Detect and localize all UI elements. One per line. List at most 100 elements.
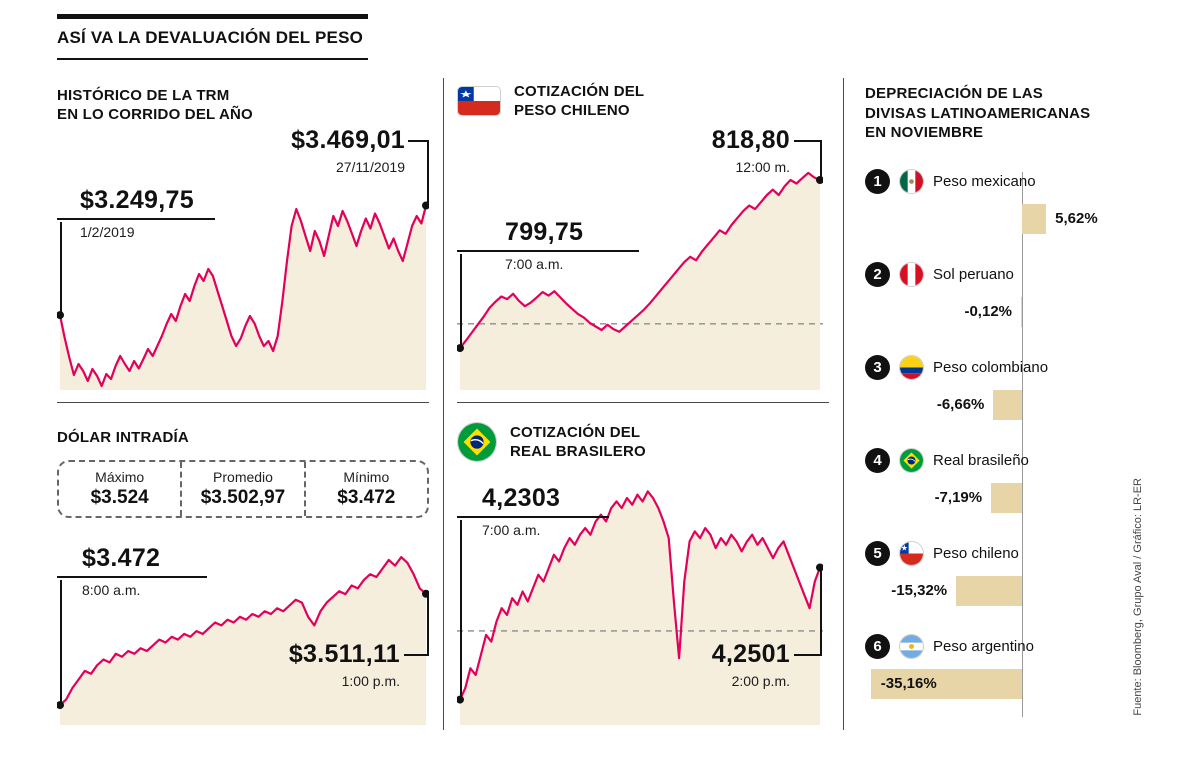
- depreciation-bar: [991, 483, 1022, 513]
- intradia-heading: DÓLAR INTRADÍA: [57, 429, 189, 446]
- brazil-flag-icon: [899, 447, 924, 473]
- depreciation-bar: [956, 576, 1022, 606]
- chileno-end-leader-v: [820, 140, 822, 180]
- real-end-leader-h: [794, 654, 822, 656]
- rank-badge: 5: [865, 540, 890, 566]
- real-heading-line1: COTIZACIÓN DEL: [510, 423, 641, 441]
- real-start-annotation: 4,2303 7:00 a.m.: [457, 484, 609, 538]
- trm-start-date: 1/2/2019: [80, 224, 135, 240]
- real-end-annotation: 4,2501 2:00 p.m.: [650, 640, 790, 689]
- depreciation-row: 5 Peso chileno -15,32%: [865, 540, 1120, 633]
- depreciation-row: 1 Peso mexicano 5,62%: [865, 168, 1120, 261]
- currency-name: Peso mexicano: [933, 172, 1036, 190]
- stat-maximo: Máximo $3.524: [59, 462, 180, 516]
- currency-name: Peso chileno: [933, 544, 1019, 562]
- trm-heading-line2: EN LO CORRIDO DEL AÑO: [57, 106, 253, 124]
- intradia-start-time: 8:00 a.m.: [82, 582, 141, 598]
- depreciation-bar: [1021, 297, 1022, 327]
- depreciation-value: -7,19%: [934, 489, 983, 506]
- depreciation-row: 3 Peso colombiano -6,66%: [865, 354, 1120, 447]
- depreciation-value: -0,12%: [964, 303, 1012, 320]
- rank-badge: 3: [865, 354, 890, 380]
- chileno-end-value: 818,80: [711, 126, 790, 154]
- depreciation-rows: 1 Peso mexicano 5,62% 2 Sol peruano -0,12% 3 Pe…: [865, 168, 1120, 726]
- chileno-heading-line2: PESO CHILENO: [514, 102, 630, 120]
- currency-name: Real brasileño: [933, 451, 1029, 469]
- trm-end-annotation: $3.469,01 27/11/2019: [255, 126, 405, 175]
- depreciation-heading: DEPRECIACIÓN DE LAS DIVISAS LATINOAMERIC…: [865, 84, 1090, 143]
- depreciation-row: 4 Real brasileño -7,19%: [865, 447, 1120, 540]
- intradia-start-value: $3.472: [57, 544, 207, 578]
- trm-start-leader: [60, 222, 62, 315]
- trm-end-leader-h: [408, 140, 429, 142]
- stat-minimo: Mínimo $3.472: [303, 462, 427, 516]
- peru-flag-icon: [899, 261, 924, 287]
- intradia-end-annotation: $3.511,11 1:00 p.m.: [255, 640, 400, 689]
- title-underline: [57, 58, 368, 60]
- depreciation-value: -15,32%: [891, 582, 948, 599]
- trm-start-annotation: $3.249,75 1/2/2019: [57, 186, 215, 240]
- currency-identity: 6 Peso argentino: [865, 633, 1120, 659]
- real-heading-line2: REAL BRASILERO: [510, 443, 646, 460]
- depreciation-value: -6,66%: [936, 396, 985, 413]
- real-end-value: 4,2501: [711, 640, 790, 668]
- intradia-stats-box: Máximo $3.524 Promedio $3.502,97 Mínimo …: [57, 460, 429, 518]
- trm-heading: HISTÓRICO DE LA TRM EN LO CORRIDO DEL AÑ…: [57, 86, 253, 124]
- currency-identity: 4 Real brasileño: [865, 447, 1120, 473]
- real-section-header: COTIZACIÓN DEL REAL BRASILERO: [457, 422, 646, 462]
- trm-end-date: 27/11/2019: [335, 159, 405, 175]
- currency-identity: 5 Peso chileno: [865, 540, 1120, 566]
- vertical-divider-2: [843, 78, 844, 730]
- page-title: ASÍ VA LA DEVALUACIÓN DEL PESO: [57, 28, 364, 47]
- rank-badge: 4: [865, 447, 890, 473]
- depreciation-heading-line1: DEPRECIACIÓN DE LAS: [865, 85, 1043, 102]
- currency-name: Sol peruano: [933, 265, 1014, 283]
- source-credit: Fuente: Bloomberg, Grupo Aval / Gráfico:…: [1132, 478, 1144, 716]
- chile-flag-icon: [457, 86, 501, 117]
- rank-badge: 6: [865, 633, 890, 659]
- stat-minimo-label: Mínimo: [343, 469, 390, 485]
- chileno-chart: [457, 171, 823, 390]
- trm-end-value: $3.469,01: [291, 126, 405, 154]
- currency-name: Peso argentino: [933, 637, 1034, 655]
- depreciation-value: 5,62%: [1055, 210, 1098, 227]
- chileno-end-annotation: 818,80 12:00 m.: [650, 126, 790, 175]
- colombia-flag-icon: [899, 354, 924, 380]
- chileno-end-leader-h: [794, 140, 822, 142]
- chileno-start-value: 799,75: [457, 218, 639, 252]
- real-end-leader-v: [820, 567, 822, 654]
- intradia-end-time: 1:00 p.m.: [341, 673, 400, 689]
- chileno-start-leader: [460, 254, 462, 348]
- depreciation-axis-line: [1022, 172, 1023, 717]
- depreciation-value: -35,16%: [880, 675, 937, 692]
- currency-identity: 1 Peso mexicano: [865, 168, 1120, 194]
- intradia-start-leader: [60, 580, 62, 705]
- stat-maximo-label: Máximo: [95, 469, 145, 485]
- currency-name: Peso colombiano: [933, 358, 1049, 376]
- horizontal-divider-2: [457, 402, 829, 403]
- stat-promedio-value: $3.502,97: [200, 487, 286, 508]
- rank-badge: 2: [865, 261, 890, 287]
- currency-identity: 2 Sol peruano: [865, 261, 1120, 287]
- depreciation-bar: [870, 669, 1022, 699]
- trm-heading-line1: HISTÓRICO DE LA TRM: [57, 87, 230, 104]
- real-start-time: 7:00 a.m.: [482, 522, 541, 538]
- stat-maximo-value: $3.524: [90, 487, 149, 508]
- chileno-section-header: COTIZACIÓN DEL PESO CHILENO: [457, 82, 644, 120]
- intradia-end-leader-v: [427, 594, 429, 654]
- trm-end-leader-v: [427, 140, 429, 206]
- rank-badge: 1: [865, 168, 890, 194]
- argentina-flag-icon: [899, 633, 924, 659]
- real-chart: [457, 490, 823, 725]
- chile-flag-icon: [899, 540, 924, 566]
- chileno-start-annotation: 799,75 7:00 a.m.: [457, 218, 639, 272]
- depreciation-bar: [1022, 204, 1047, 234]
- chileno-start-time: 7:00 a.m.: [505, 256, 564, 272]
- chileno-end-time: 12:00 m.: [735, 159, 790, 175]
- top-rule: [57, 14, 368, 19]
- depreciation-row: 2 Sol peruano -0,12%: [865, 261, 1120, 354]
- depreciation-bar: [993, 390, 1022, 420]
- currency-identity: 3 Peso colombiano: [865, 354, 1120, 380]
- intradia-chart: [57, 556, 429, 725]
